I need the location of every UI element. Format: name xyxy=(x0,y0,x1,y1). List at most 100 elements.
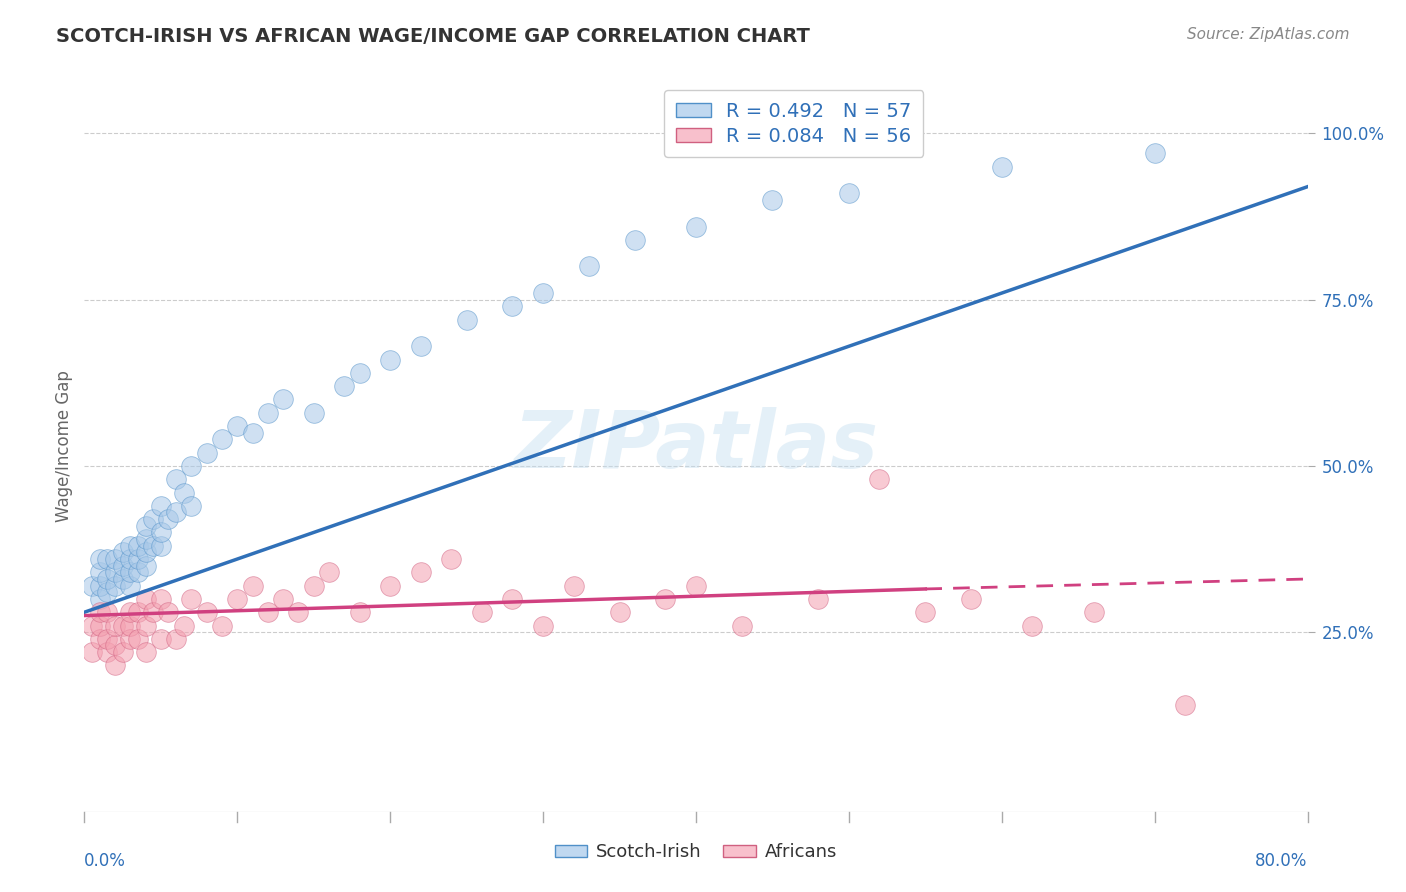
Point xyxy=(89,618,111,632)
Point xyxy=(96,632,118,646)
Point xyxy=(127,552,149,566)
Point xyxy=(1143,146,1166,161)
Point xyxy=(111,545,134,559)
Point xyxy=(731,618,754,632)
Point xyxy=(120,566,142,580)
Point xyxy=(120,632,142,646)
Point xyxy=(471,605,494,619)
Point xyxy=(914,605,936,619)
Point xyxy=(80,579,103,593)
Point xyxy=(135,545,157,559)
Point xyxy=(226,591,249,606)
Point xyxy=(685,219,707,234)
Point xyxy=(180,458,202,473)
Point xyxy=(211,433,233,447)
Point xyxy=(960,591,983,606)
Point xyxy=(149,499,172,513)
Point xyxy=(104,579,127,593)
Legend: Scotch-Irish, Africans: Scotch-Irish, Africans xyxy=(547,836,845,869)
Point xyxy=(624,233,647,247)
Point xyxy=(173,618,195,632)
Point xyxy=(1021,618,1043,632)
Point xyxy=(456,312,478,326)
Point xyxy=(120,539,142,553)
Point xyxy=(80,645,103,659)
Point xyxy=(380,579,402,593)
Point xyxy=(89,605,111,619)
Point xyxy=(111,618,134,632)
Point xyxy=(180,591,202,606)
Point xyxy=(440,552,463,566)
Point xyxy=(96,585,118,599)
Text: ZIPatlas: ZIPatlas xyxy=(513,407,879,485)
Point xyxy=(287,605,309,619)
Point xyxy=(120,579,142,593)
Point xyxy=(242,579,264,593)
Point xyxy=(609,605,631,619)
Point xyxy=(578,260,600,274)
Point xyxy=(257,605,280,619)
Point xyxy=(120,618,142,632)
Point xyxy=(96,645,118,659)
Point xyxy=(135,591,157,606)
Point xyxy=(349,366,371,380)
Point xyxy=(531,618,554,632)
Point xyxy=(1174,698,1197,713)
Point xyxy=(135,618,157,632)
Point xyxy=(104,552,127,566)
Point xyxy=(96,572,118,586)
Point xyxy=(135,532,157,546)
Point xyxy=(149,539,172,553)
Point xyxy=(761,193,783,207)
Point xyxy=(127,605,149,619)
Point xyxy=(142,605,165,619)
Point xyxy=(96,552,118,566)
Point xyxy=(104,639,127,653)
Point xyxy=(89,566,111,580)
Point xyxy=(409,339,432,353)
Point xyxy=(195,445,218,459)
Text: Source: ZipAtlas.com: Source: ZipAtlas.com xyxy=(1187,27,1350,42)
Point xyxy=(502,299,524,313)
Y-axis label: Wage/Income Gap: Wage/Income Gap xyxy=(55,370,73,522)
Point xyxy=(135,645,157,659)
Point xyxy=(271,392,294,407)
Point xyxy=(165,632,187,646)
Point xyxy=(318,566,340,580)
Point xyxy=(111,645,134,659)
Point xyxy=(380,352,402,367)
Point xyxy=(89,552,111,566)
Text: SCOTCH-IRISH VS AFRICAN WAGE/INCOME GAP CORRELATION CHART: SCOTCH-IRISH VS AFRICAN WAGE/INCOME GAP … xyxy=(56,27,810,45)
Point xyxy=(111,572,134,586)
Text: 80.0%: 80.0% xyxy=(1256,852,1308,870)
Point xyxy=(271,591,294,606)
Point xyxy=(104,658,127,673)
Point xyxy=(149,525,172,540)
Point xyxy=(80,618,103,632)
Point xyxy=(104,618,127,632)
Point xyxy=(142,512,165,526)
Point xyxy=(120,605,142,619)
Point xyxy=(226,419,249,434)
Point xyxy=(142,539,165,553)
Point xyxy=(127,539,149,553)
Point xyxy=(242,425,264,440)
Point xyxy=(165,472,187,486)
Point xyxy=(654,591,676,606)
Point xyxy=(135,518,157,533)
Point xyxy=(135,558,157,573)
Point xyxy=(120,552,142,566)
Point xyxy=(149,632,172,646)
Point xyxy=(333,379,356,393)
Point xyxy=(165,506,187,520)
Point xyxy=(502,591,524,606)
Point xyxy=(838,186,860,201)
Point xyxy=(807,591,830,606)
Point xyxy=(195,605,218,619)
Point xyxy=(89,591,111,606)
Text: 0.0%: 0.0% xyxy=(84,852,127,870)
Point xyxy=(685,579,707,593)
Point xyxy=(149,591,172,606)
Point xyxy=(127,632,149,646)
Point xyxy=(157,605,180,619)
